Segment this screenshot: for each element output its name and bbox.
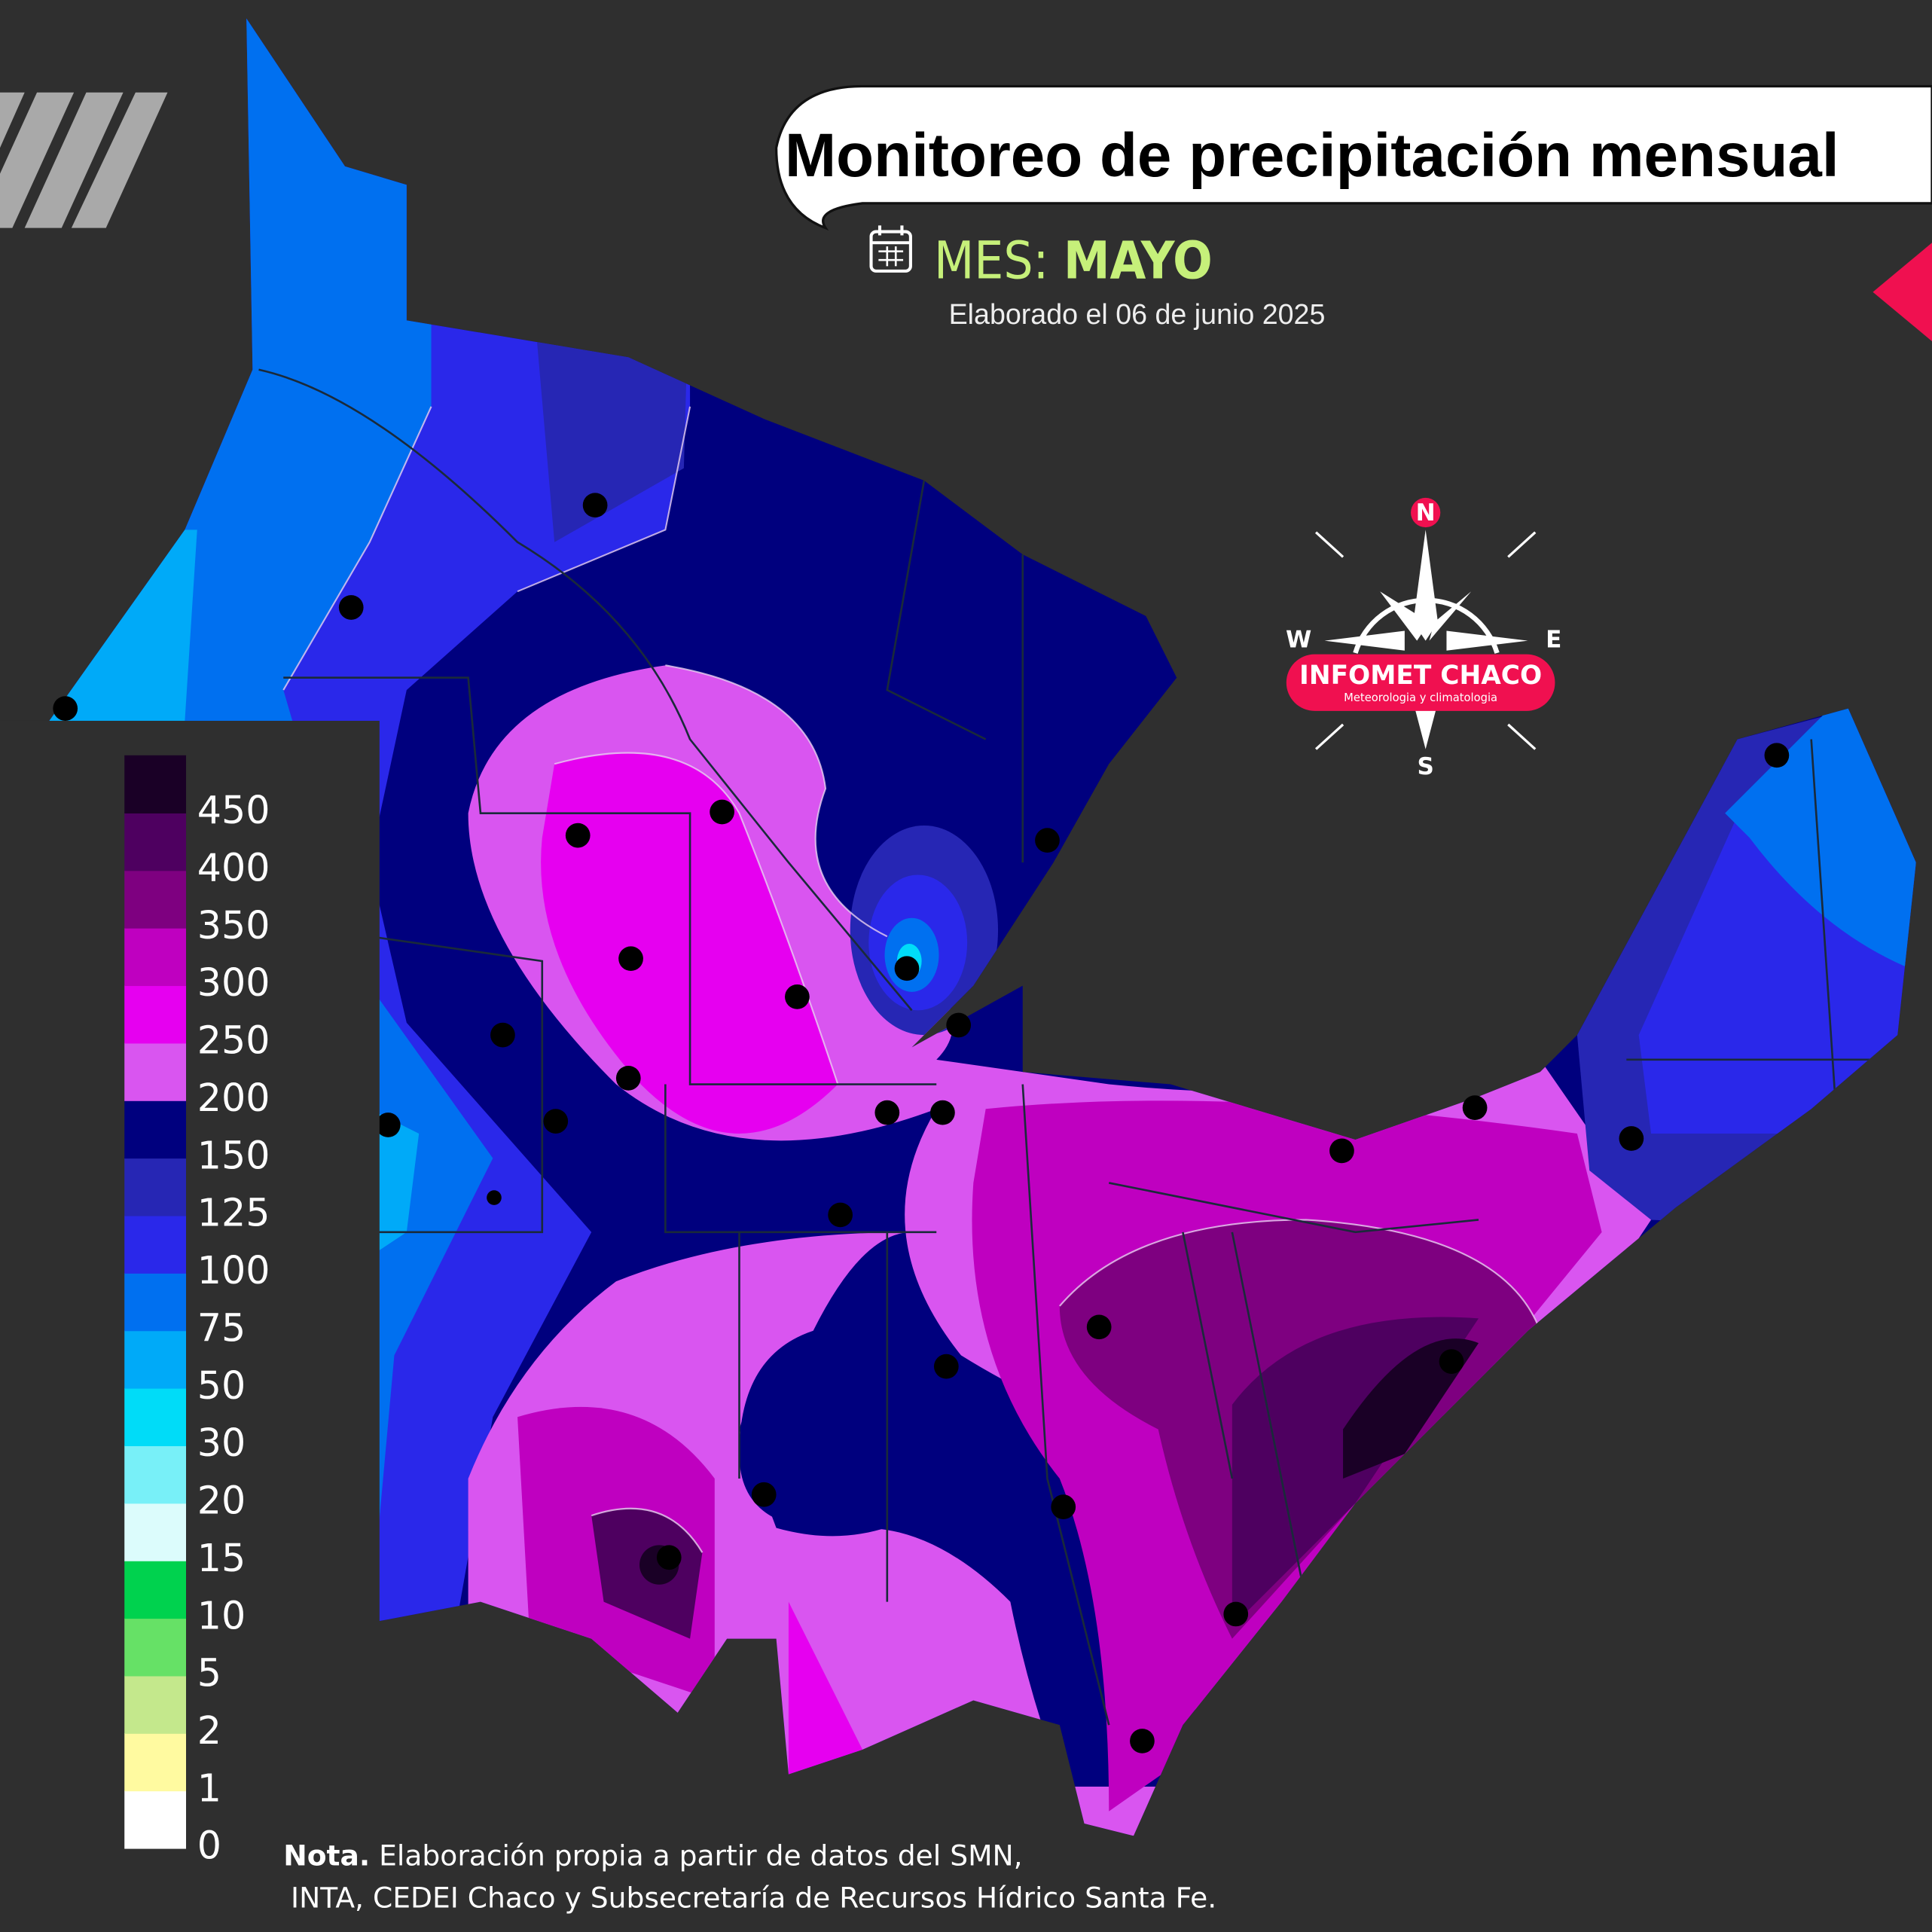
legend-panel bbox=[0, 720, 380, 1932]
note-line-2: INTA, CEDEI Chaco y Subsecretaría de Rec… bbox=[291, 1881, 1216, 1914]
legend-swatch bbox=[124, 1790, 187, 1849]
corner-marker bbox=[1872, 243, 1932, 342]
logo-name: INFOMET CHACO bbox=[1299, 661, 1542, 691]
compass-north: N bbox=[1416, 499, 1436, 526]
title-banner bbox=[774, 84, 1932, 230]
month: MAYO bbox=[1064, 231, 1213, 291]
legend-label: 1 bbox=[197, 1766, 221, 1810]
legend-swatch bbox=[124, 813, 187, 871]
legend-label: 300 bbox=[197, 960, 270, 1005]
legend-swatch bbox=[124, 1330, 187, 1389]
legend-swatch bbox=[124, 985, 187, 1044]
legend-label: 100 bbox=[197, 1248, 270, 1293]
legend-swatch bbox=[124, 1215, 187, 1274]
legend-label: 20 bbox=[197, 1479, 246, 1523]
calendar-icon bbox=[869, 225, 912, 273]
legend-swatch bbox=[124, 755, 187, 813]
legend-label: 250 bbox=[197, 1018, 270, 1063]
legend-swatch bbox=[124, 1675, 187, 1734]
legend-label: 5 bbox=[197, 1651, 221, 1695]
logo-tagline: Meteorologia y climatologia bbox=[1344, 691, 1497, 704]
legend-swatch bbox=[124, 1503, 187, 1561]
legend-label: 150 bbox=[197, 1133, 270, 1177]
legend-swatch bbox=[124, 1042, 187, 1101]
stations bbox=[53, 493, 1790, 1753]
legend-label: 50 bbox=[197, 1363, 246, 1408]
stripes bbox=[0, 92, 168, 228]
note-text-1: Elaboración propia a partir de datos del… bbox=[379, 1839, 1022, 1872]
legend-label: 400 bbox=[197, 846, 270, 890]
note-label: Nota. bbox=[283, 1839, 370, 1872]
note-line-1: Nota. Elaboración propia a partir de dat… bbox=[283, 1839, 1022, 1872]
legend-swatch bbox=[124, 1618, 187, 1677]
legend-swatch bbox=[124, 1273, 187, 1332]
legend-swatch bbox=[124, 1733, 187, 1792]
legend-label: 30 bbox=[197, 1421, 246, 1465]
legend-label: 450 bbox=[197, 788, 270, 832]
compass-south: S bbox=[1417, 753, 1433, 780]
legend-label: 200 bbox=[197, 1076, 270, 1120]
date: Elaborado el 06 de junio 2025 bbox=[949, 298, 1326, 330]
compass-east: E bbox=[1546, 627, 1561, 654]
compass: N S W E INFOMET CHACO Meteorologia y cli… bbox=[1286, 497, 1561, 780]
legend-label: 0 bbox=[197, 1824, 221, 1868]
legend-swatch bbox=[124, 927, 187, 987]
title: Monitoreo de precipitación mensual bbox=[785, 121, 1839, 190]
compass-west: W bbox=[1286, 627, 1311, 654]
legend-label: 75 bbox=[197, 1305, 246, 1350]
legend: 0125101520305075100125150200250300350400… bbox=[124, 755, 270, 1868]
legend-swatch bbox=[124, 1560, 187, 1619]
legend-label: 10 bbox=[197, 1593, 246, 1637]
legend-swatch bbox=[124, 1445, 187, 1504]
legend-label: 125 bbox=[197, 1191, 270, 1235]
legend-label: 15 bbox=[197, 1536, 246, 1580]
legend-label: 2 bbox=[197, 1708, 221, 1753]
legend-swatch bbox=[124, 1387, 187, 1447]
month-label-text: MES: bbox=[934, 231, 1048, 291]
legend-swatch bbox=[124, 870, 187, 929]
legend-label: 350 bbox=[197, 903, 270, 948]
legend-swatch bbox=[124, 1158, 187, 1216]
legend-swatch bbox=[124, 1100, 187, 1159]
month-label: MES: MAYO bbox=[934, 231, 1213, 291]
